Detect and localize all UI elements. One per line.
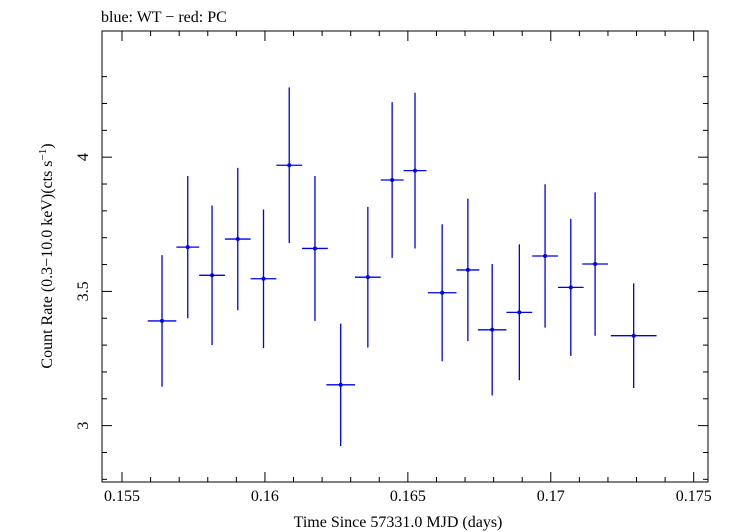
y-axis: 33.54 [75, 76, 708, 480]
x-tick-label: 0.165 [390, 488, 426, 505]
data-point [582, 192, 608, 336]
data-marker [338, 382, 343, 387]
x-tick-label: 0.17 [537, 488, 565, 505]
data-marker [365, 275, 370, 280]
data-marker [517, 310, 522, 315]
plot-frame [101, 30, 709, 483]
data-marker [210, 273, 215, 278]
y-tick-label: 3 [75, 422, 92, 430]
x-axis: 0.155 0.16 0.165 0.17 0.175 [104, 31, 712, 505]
y-axis-label-superscript: −1 [37, 149, 49, 161]
data-marker [631, 333, 636, 338]
data-marker [312, 246, 317, 251]
data-point [224, 167, 251, 311]
data-point [506, 244, 533, 381]
data-marker [185, 245, 190, 250]
data-point [302, 175, 328, 321]
x-tick-label: 0.155 [104, 488, 140, 505]
data-point [477, 264, 507, 396]
data-marker [413, 168, 418, 173]
data-marker [543, 253, 548, 258]
x-axis-label: Time Since 57331.0 MJD (days) [294, 514, 503, 531]
data-marker [568, 285, 573, 290]
data-point [456, 198, 480, 342]
data-marker [490, 327, 495, 332]
data-point [199, 205, 225, 346]
data-point [250, 209, 277, 349]
y-axis-label: Count Rate (0.3−10.0 keV)(cts s−1) [37, 143, 56, 368]
data-series [147, 87, 657, 447]
data-point [276, 87, 303, 244]
data-marker [160, 318, 165, 323]
chart-title: blue: WT − red: PC [101, 9, 227, 26]
data-point [380, 102, 404, 258]
data-marker [465, 267, 470, 272]
data-marker [440, 290, 445, 295]
y-tick-label: 4 [75, 153, 92, 161]
data-point [610, 283, 657, 389]
y-axis-label-main: Count Rate (0.3−10.0 keV)(cts s [39, 160, 56, 368]
data-marker [235, 237, 240, 242]
data-point [557, 218, 584, 356]
data-marker [261, 276, 266, 281]
x-tick-label: 0.16 [251, 488, 279, 505]
data-point [403, 92, 427, 249]
data-marker [287, 163, 292, 168]
data-point [176, 175, 200, 319]
y-tick-label: 3.5 [75, 281, 92, 301]
data-point [326, 323, 355, 447]
data-point [427, 224, 457, 362]
data-marker [593, 262, 598, 267]
data-marker [390, 177, 395, 182]
y-axis-label-close: ) [39, 143, 56, 148]
data-point [354, 206, 381, 348]
data-point [147, 255, 177, 387]
data-point [532, 184, 558, 328]
x-tick-label: 0.175 [676, 488, 712, 505]
